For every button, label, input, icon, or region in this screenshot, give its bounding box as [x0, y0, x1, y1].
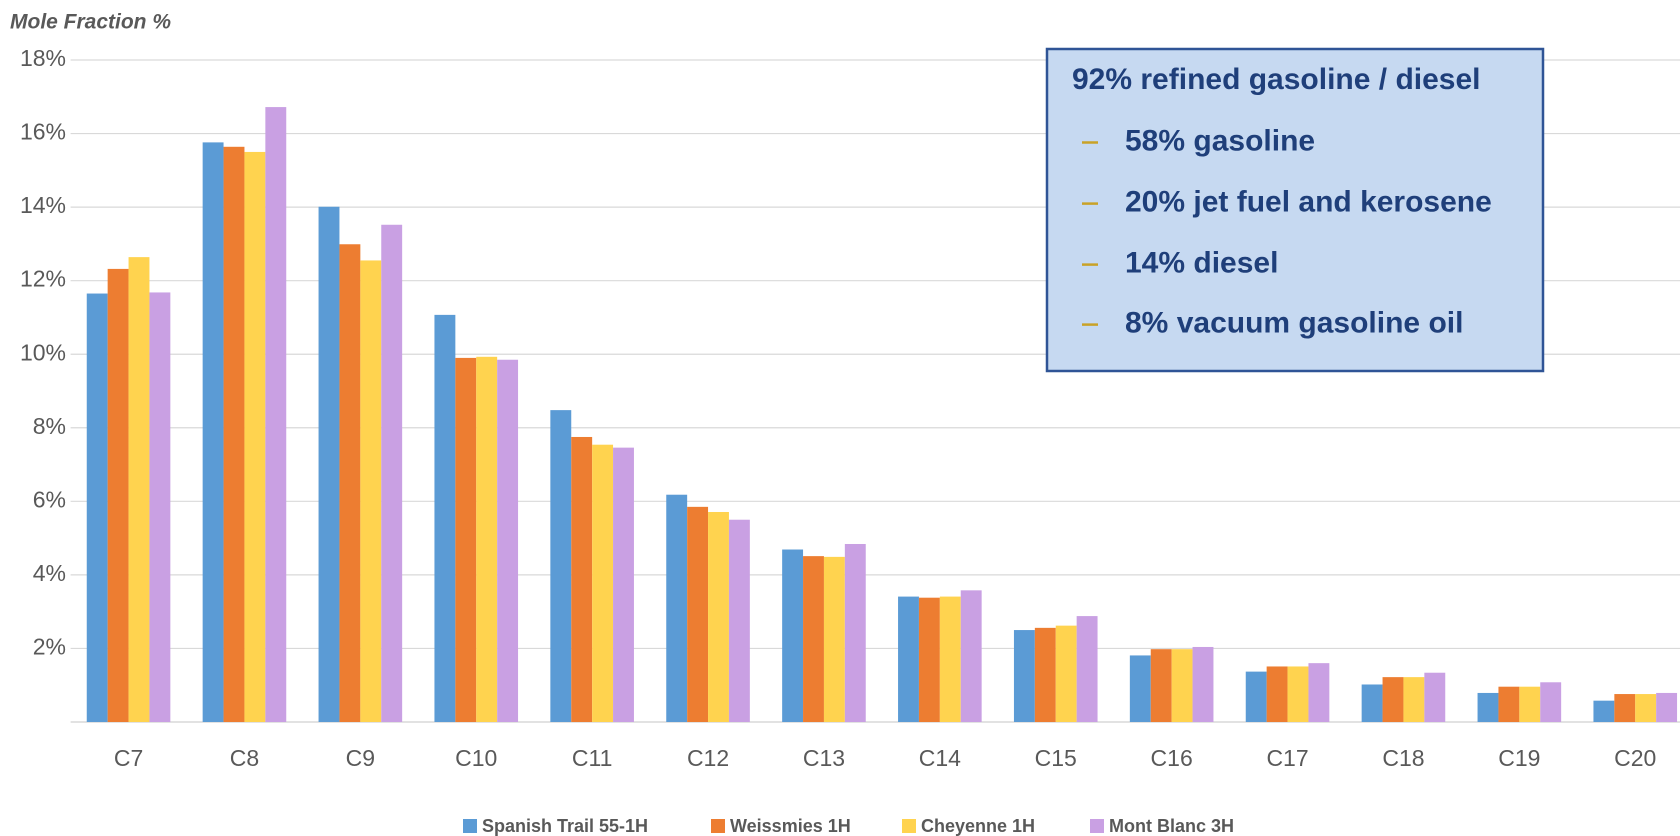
- bar: [1192, 646, 1214, 722]
- bar: [1382, 677, 1404, 722]
- bar: [244, 151, 266, 722]
- bar: [1129, 655, 1151, 722]
- x-tick-label: C11: [572, 745, 613, 771]
- bar: [803, 556, 824, 722]
- legend-swatch: [902, 819, 916, 833]
- x-tick-label: C18: [1382, 745, 1424, 771]
- bar: [1635, 694, 1657, 722]
- bar: [1477, 692, 1499, 722]
- bar: [1266, 666, 1288, 722]
- y-tick-label: 12%: [20, 266, 66, 292]
- bar: [782, 549, 804, 722]
- bar: [687, 506, 709, 722]
- bar: [202, 142, 224, 723]
- bar: [107, 268, 129, 722]
- x-tick-label: C15: [1035, 745, 1077, 771]
- legend-swatch: [711, 819, 725, 833]
- legend-swatch: [1090, 819, 1104, 833]
- bar: [434, 314, 456, 722]
- annotation-box: [1045, 47, 1545, 373]
- bar: [381, 224, 403, 722]
- bar: [1540, 682, 1562, 722]
- bar: [844, 543, 866, 722]
- bar: [1055, 625, 1077, 722]
- y-tick-label: 16%: [20, 119, 66, 145]
- legend-label: Weissmies 1H: [730, 816, 851, 836]
- bar: [1424, 672, 1446, 722]
- annotation-item: 58% gasoline: [1125, 124, 1315, 157]
- bar: [1171, 649, 1193, 722]
- bar: [497, 359, 519, 722]
- bar: [149, 292, 171, 722]
- annotation-item: 14% diesel: [1125, 247, 1278, 280]
- x-tick-label: C19: [1498, 745, 1540, 771]
- y-tick-label: 2%: [33, 634, 66, 660]
- bar: [476, 356, 498, 722]
- bar: [128, 257, 150, 722]
- y-tick-label: 8%: [33, 413, 66, 439]
- bar: [1498, 686, 1520, 722]
- bar: [1308, 663, 1330, 722]
- bar: [455, 357, 477, 722]
- bar: [571, 436, 593, 722]
- bar: [1656, 692, 1678, 722]
- y-tick-label: 4%: [33, 560, 66, 586]
- annotation-item: 20% jet fuel and kerosene: [1125, 186, 1492, 219]
- bar: [86, 293, 108, 722]
- bar: [939, 596, 961, 722]
- x-tick-label: C16: [1151, 745, 1193, 771]
- legend-label: Mont Blanc 3H: [1109, 816, 1234, 836]
- bar: [898, 596, 919, 722]
- bar: [823, 556, 845, 722]
- bar: [360, 260, 382, 722]
- x-tick-label: C9: [346, 745, 375, 771]
- y-tick-label: 14%: [20, 192, 66, 218]
- y-axis-label: Mole Fraction %: [10, 11, 171, 34]
- bar: [592, 444, 614, 722]
- annotation-item: 8% vacuum gasoline oil: [1125, 307, 1463, 340]
- bar: [550, 410, 572, 722]
- bar: [1519, 686, 1541, 722]
- legend-label: Spanish Trail 55-1H: [482, 816, 648, 836]
- x-tick-label: C12: [687, 745, 729, 771]
- bar: [1361, 684, 1383, 722]
- x-tick-label: C10: [455, 745, 497, 771]
- bar: [960, 590, 982, 722]
- bar: [265, 107, 287, 722]
- x-tick-label: C13: [803, 745, 845, 771]
- y-tick-label: 18%: [20, 45, 66, 71]
- bar: [1593, 700, 1615, 722]
- x-tick-label: C7: [114, 745, 143, 771]
- x-tick-label: C17: [1266, 745, 1308, 771]
- bar: [1013, 630, 1035, 722]
- x-tick-label: C14: [919, 745, 961, 771]
- bar: [1245, 671, 1267, 722]
- bar: [613, 447, 634, 722]
- y-tick-label: 10%: [20, 339, 66, 365]
- x-tick-label: C8: [230, 745, 259, 771]
- bar: [223, 146, 245, 723]
- bar: [708, 511, 729, 722]
- legend-label: Cheyenne 1H: [921, 816, 1035, 836]
- bar: [728, 519, 750, 722]
- bar: [666, 494, 688, 722]
- bar: [318, 206, 340, 722]
- bar: [1150, 649, 1172, 722]
- y-tick-label: 6%: [33, 486, 66, 512]
- annotation-title: 92% refined gasoline / diesel: [1072, 63, 1481, 96]
- bar: [1287, 666, 1309, 722]
- bar: [1614, 694, 1636, 722]
- legend-swatch: [463, 819, 477, 833]
- x-tick-label: C20: [1614, 745, 1656, 771]
- bar: [1076, 616, 1098, 722]
- bar: [339, 244, 361, 723]
- bar: [918, 597, 940, 722]
- bar: [1034, 627, 1056, 722]
- bar: [1403, 677, 1425, 722]
